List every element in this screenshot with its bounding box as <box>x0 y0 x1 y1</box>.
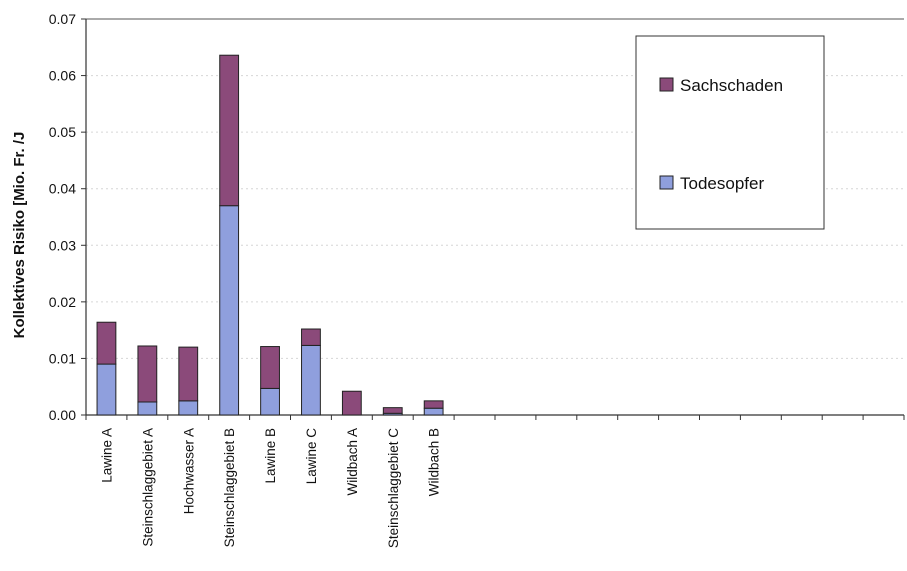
category-label: Steinschlaggebiet C <box>386 428 401 548</box>
bar-sachschaden <box>341 390 362 416</box>
category-label: Hochwasser A <box>181 428 196 514</box>
bar-todesopfer <box>260 387 280 416</box>
bar-todesopfer <box>137 401 158 416</box>
legend-box <box>635 35 825 230</box>
bar-sachschaden <box>301 328 321 346</box>
y-tick-label: 0.00 <box>49 407 76 423</box>
legend-label-todesopfer: Todesopfer <box>680 174 764 193</box>
y-tick-label: 0.05 <box>49 124 76 140</box>
legend-label-sachschaden: Sachschaden <box>680 76 783 95</box>
bar-sachschaden <box>382 407 403 414</box>
category-label: Wildbach B <box>427 428 442 496</box>
bar-sachschaden <box>423 400 444 409</box>
category-label: Lawine A <box>99 428 114 483</box>
category-label: Lawine B <box>263 428 278 484</box>
legend-swatch-sachschaden <box>659 77 674 92</box>
y-tick-label: 0.02 <box>49 294 76 310</box>
y-tick-label: 0.06 <box>49 68 76 84</box>
legend-swatch-todesopfer <box>659 175 674 190</box>
y-tick-label: 0.04 <box>49 181 76 197</box>
y-tick-label: 0.03 <box>49 237 76 253</box>
bar-sachschaden <box>96 321 117 365</box>
category-label: Lawine C <box>304 428 319 485</box>
y-tick-label: 0.01 <box>49 350 76 366</box>
bar-sachschaden <box>260 346 280 389</box>
bar-todesopfer <box>178 400 199 416</box>
bar-sachschaden <box>137 345 158 403</box>
category-label: Wildbach A <box>345 428 360 496</box>
category-label: Steinschlaggebiet A <box>140 428 155 547</box>
bar-todesopfer <box>423 407 444 416</box>
bar-todesopfer <box>301 344 321 416</box>
bar-sachschaden <box>178 346 199 402</box>
category-label: Steinschlaggebiet B <box>222 428 237 547</box>
bar-todesopfer <box>96 363 117 416</box>
bar-todesopfer <box>219 205 240 416</box>
bar-sachschaden <box>219 54 240 207</box>
y-tick-label: 0.07 <box>49 11 76 27</box>
y-axis-title: Kollektives Risiko [Mio. Fr. /J <box>11 132 28 339</box>
